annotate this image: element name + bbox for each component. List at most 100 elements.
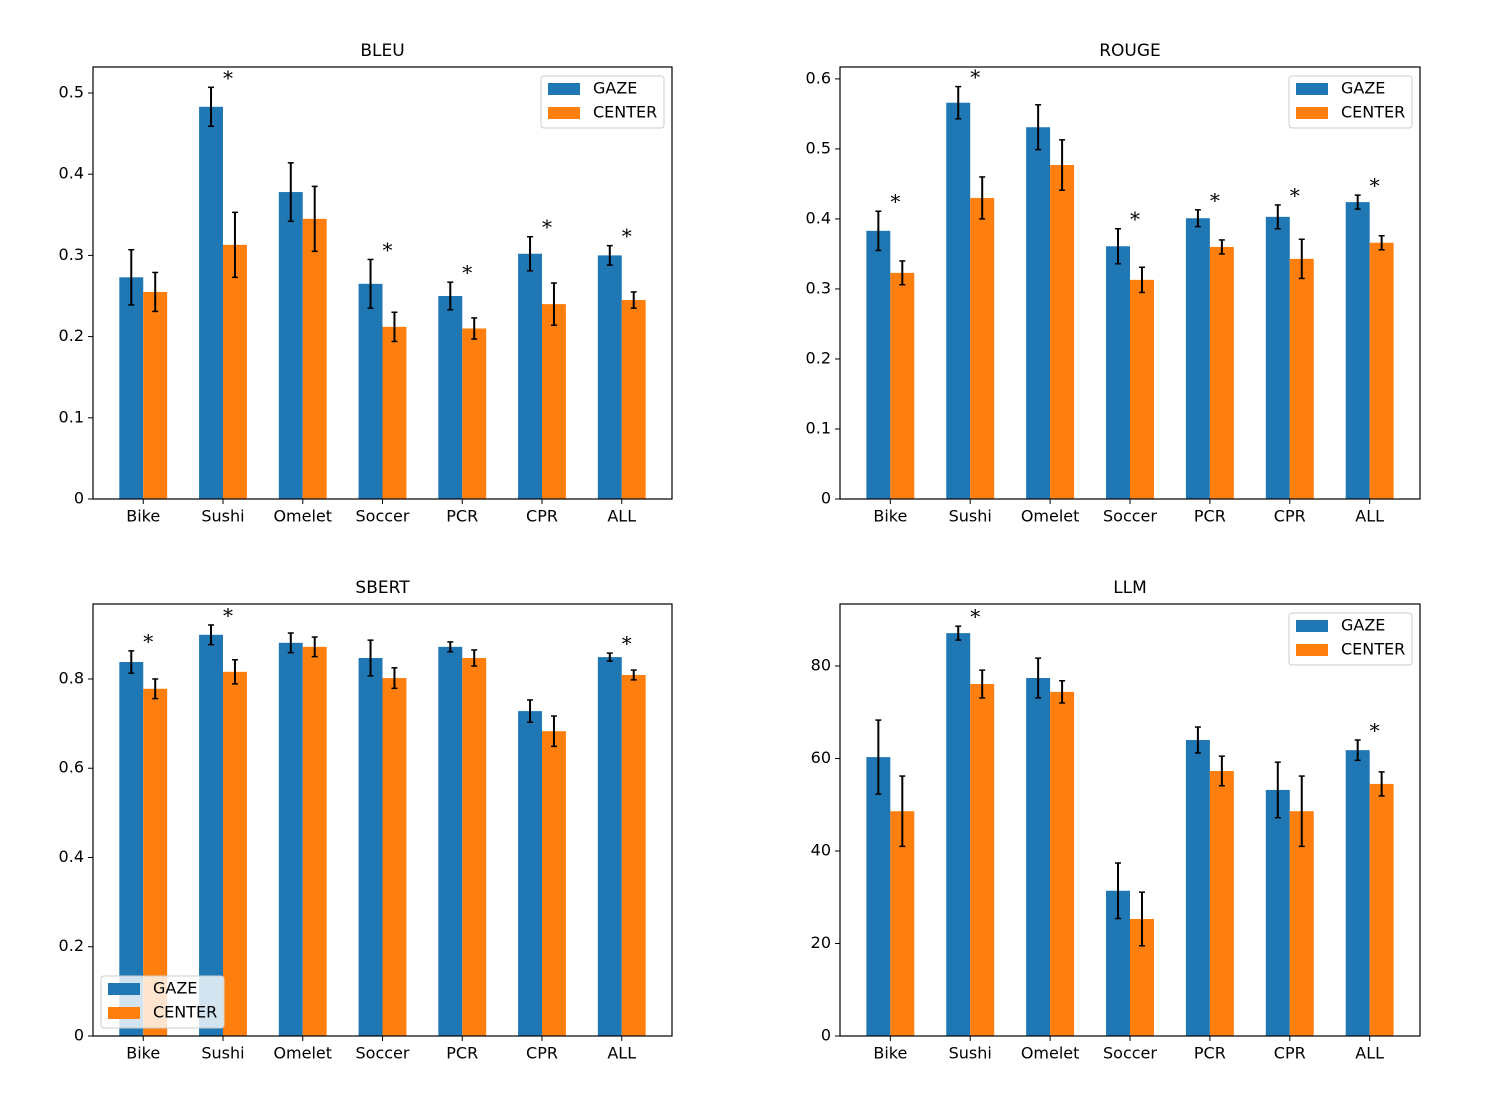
legend-label: GAZE <box>593 79 637 98</box>
bar <box>1106 890 1130 1036</box>
significance-label: * <box>622 224 632 248</box>
error-bar <box>1354 194 1361 210</box>
bar <box>890 811 915 1036</box>
error-bar <box>367 258 374 309</box>
y-tick-label: 0.5 <box>806 138 831 157</box>
bar <box>621 300 646 499</box>
y-tick-label: 0.4 <box>806 208 831 227</box>
legend-label: GAZE <box>1341 616 1385 635</box>
subplot: LLM 0 20 40 60 80 Bike Sushi Omelet Soccer PCR CPR A… <box>811 578 1421 1063</box>
error-bar <box>527 235 534 272</box>
y-tick-label: 0 <box>821 489 831 508</box>
bar <box>1026 127 1051 500</box>
x-tick-label: ALL <box>607 1044 636 1063</box>
error-bar <box>1298 238 1305 280</box>
x-tick-label: Sushi <box>949 1044 992 1063</box>
bar <box>518 253 543 499</box>
x-tick-label: Sushi <box>949 507 992 526</box>
bar <box>438 646 463 1036</box>
subplot: SBERT 0 0.2 0.4 0.6 0.8 Bike Sushi Omelet Soccer P… <box>59 578 673 1063</box>
bar <box>1289 258 1314 499</box>
error-bar <box>1354 739 1361 762</box>
error-bar <box>231 211 238 279</box>
error-bar <box>391 311 398 343</box>
axes-frame <box>92 66 673 500</box>
y-tick-label: 0.2 <box>59 936 84 955</box>
y-tick-label: 0.6 <box>59 758 84 777</box>
error-bar <box>152 678 159 700</box>
x-tick-label: ALL <box>1355 507 1384 526</box>
x-tick-label: PCR <box>1194 1044 1226 1063</box>
subplot-title: ROUGE <box>1099 41 1161 61</box>
legend: GAZE CENTER <box>1288 75 1413 129</box>
x-tick-label: Soccer <box>356 1044 410 1063</box>
error-bar <box>606 652 613 662</box>
bar <box>382 678 407 1036</box>
bar <box>866 230 891 499</box>
x-tick-label: PCR <box>446 507 478 526</box>
x-tick-label: Omelet <box>273 507 332 526</box>
y-tick-label: 0.3 <box>59 245 84 264</box>
error-bar <box>128 248 135 306</box>
y-tick-label: 0.5 <box>59 82 84 101</box>
bar <box>890 272 915 499</box>
significance-label: * <box>1370 174 1380 198</box>
significance-label: * <box>462 261 472 285</box>
bar <box>462 658 487 1036</box>
error-bar <box>1194 209 1201 228</box>
bar <box>1265 216 1290 499</box>
x-tick-label: Sushi <box>201 507 244 526</box>
y-tick-label: 0.8 <box>59 668 84 687</box>
error-bar <box>1138 266 1145 294</box>
significance-label: * <box>622 632 632 656</box>
x-tick-label: ALL <box>1355 1044 1384 1063</box>
error-bar <box>447 281 454 311</box>
error-bar <box>899 775 906 848</box>
bar <box>1289 811 1314 1036</box>
significance-label: * <box>1210 188 1220 212</box>
bar <box>1345 202 1370 499</box>
error-bar <box>1115 862 1122 920</box>
error-bar <box>899 260 906 286</box>
error-bar <box>1115 227 1122 265</box>
bar <box>1185 218 1210 500</box>
error-bar <box>311 636 318 658</box>
legend-label: CENTER <box>1341 640 1405 659</box>
x-tick-label: Bike <box>126 1044 160 1063</box>
y-tick-label: 40 <box>811 840 831 859</box>
significance-label: * <box>223 66 233 90</box>
error-bar <box>287 162 294 223</box>
bar <box>597 255 622 499</box>
y-tick-label: 0.6 <box>806 68 831 87</box>
error-bar <box>550 282 557 326</box>
bar <box>199 634 223 1036</box>
error-bar <box>875 719 882 795</box>
bar <box>1265 789 1290 1036</box>
legend-swatch <box>1296 644 1328 656</box>
bar <box>1345 750 1370 1036</box>
x-tick-label: CPR <box>1274 507 1306 526</box>
y-tick-label: 0.2 <box>59 326 84 345</box>
subplot-title: BLEU <box>360 41 404 61</box>
bar <box>278 642 303 1036</box>
bar <box>358 283 383 499</box>
error-bar <box>471 317 478 340</box>
significance-label: * <box>970 65 980 89</box>
legend-label: GAZE <box>153 979 197 998</box>
x-tick-label: Bike <box>126 507 160 526</box>
legend-swatch <box>548 107 580 119</box>
x-tick-label: Omelet <box>1021 507 1080 526</box>
subplot: ROUGE 0 0.1 0.2 0.3 0.4 0.5 0.6 Bike Sushi Omelet S… <box>806 41 1421 526</box>
error-bar <box>955 85 962 120</box>
significance-label: * <box>1370 718 1380 742</box>
y-tick-label: 0 <box>74 1026 84 1045</box>
significance-label: * <box>143 629 153 653</box>
x-tick-label: Omelet <box>273 1044 332 1063</box>
y-tick-label: 0.4 <box>59 847 84 866</box>
bar <box>222 671 247 1036</box>
x-tick-label: CPR <box>1274 1044 1306 1063</box>
error-bar <box>391 667 398 690</box>
legend-label: CENTER <box>153 1003 217 1022</box>
error-bar <box>1035 657 1042 699</box>
